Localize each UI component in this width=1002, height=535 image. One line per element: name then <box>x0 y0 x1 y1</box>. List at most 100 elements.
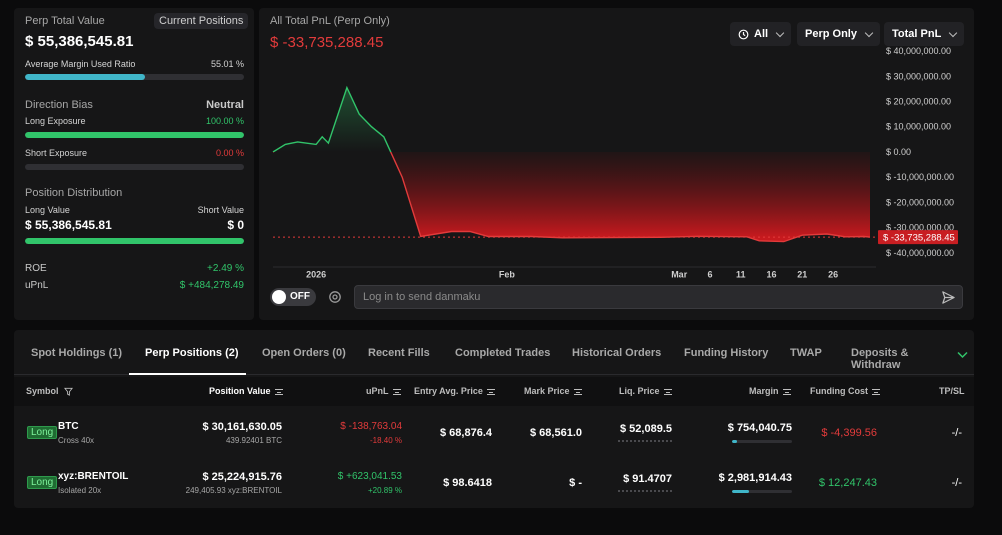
x-tick-label: 21 <box>797 269 807 279</box>
position-distribution-bar <box>25 238 244 244</box>
tab-funding-history[interactable]: Funding History <box>684 347 769 359</box>
y-tick-label: $ 40,000,000.00 <box>886 46 951 56</box>
tab-open-orders[interactable]: Open Orders (0) <box>262 347 346 359</box>
row-tpsl[interactable]: -/- <box>951 477 962 489</box>
pnl-line-profit <box>272 85 392 152</box>
table-row[interactable]: Long BTC Cross 40x $ 30,161,630.05 439.9… <box>14 408 974 458</box>
long-exposure-bar-fill <box>25 132 244 138</box>
metric-filter-dropdown[interactable]: Total PnL <box>884 22 965 46</box>
row-funding-cost: $ -4,399.56 <box>821 427 877 439</box>
x-tick-label: 6 <box>707 269 712 279</box>
toggle-knob <box>272 290 286 304</box>
row-mark-price: $ 68,561.0 <box>530 427 582 439</box>
tab-twap[interactable]: TWAP <box>790 347 822 359</box>
danmaku-toggle[interactable]: OFF <box>270 288 316 306</box>
filter-icon[interactable] <box>64 387 74 396</box>
current-positions-button[interactable]: Current Positions <box>154 13 249 29</box>
tab-historical-orders[interactable]: Historical Orders <box>572 347 662 359</box>
row-entry-price: $ 98.6418 <box>443 477 492 489</box>
y-tick-label: $ 10,000,000.00 <box>886 122 951 132</box>
liq-distance-indicator <box>618 440 672 442</box>
danmaku-toggle-label: OFF <box>290 291 310 302</box>
last-value-label: $ -33,735,288.45 <box>883 233 955 244</box>
margin-bar <box>732 490 792 493</box>
short-exposure-value: 0.00 % <box>215 148 244 158</box>
metric-filter-label: Total PnL <box>892 28 942 40</box>
sort-icon <box>486 388 495 395</box>
settings-icon[interactable] <box>328 290 342 304</box>
margin-bar-fill <box>732 490 749 493</box>
col-position-value-label: Position Value <box>209 386 271 396</box>
y-tick-label: $ -10,000,000.00 <box>886 172 954 182</box>
summary-panel: Perp Total Value Current Positions $ 55,… <box>14 8 254 320</box>
time-filter-dropdown[interactable]: All <box>730 22 792 46</box>
row-leverage: Cross 40x <box>58 436 95 445</box>
sort-icon <box>782 388 791 395</box>
avg-margin-bar-fill <box>25 74 146 80</box>
col-margin[interactable]: Margin <box>749 386 791 396</box>
roe-value: +2.49 % <box>207 263 244 274</box>
row-leverage: Isolated 20x <box>58 486 102 495</box>
short-exposure-label: Short Exposure <box>25 148 88 158</box>
row-position-size: 249,405.93 xyz:BRENTOIL <box>185 486 282 495</box>
x-tick-label: 16 <box>767 269 777 279</box>
row-position-value: $ 30,161,630.05 <box>202 421 282 433</box>
row-margin: $ 2,981,914.43 <box>718 472 792 484</box>
row-funding-cost: $ 12,247.43 <box>818 477 877 489</box>
col-funding-cost[interactable]: Funding Cost <box>810 386 880 396</box>
row-tpsl[interactable]: -/- <box>951 427 962 439</box>
table-row[interactable]: Long xyz:BRENTOIL Isolated 20x $ 25,224,… <box>14 458 974 508</box>
y-tick-label: $ 20,000,000.00 <box>886 97 951 107</box>
row-upnl: $ -138,763.04 <box>340 421 402 432</box>
x-tick-label: 26 <box>828 269 838 279</box>
row-entry-price: $ 68,876.4 <box>440 427 492 439</box>
row-symbol[interactable]: xyz:BRENTOIL <box>58 471 129 482</box>
row-liq-price: $ 52,089.5 <box>620 423 672 435</box>
danmaku-input[interactable]: Log in to send danmaku <box>354 285 963 309</box>
chart-title: All Total PnL (Perp Only) <box>270 15 390 27</box>
pnl-line-loss <box>272 151 871 243</box>
col-mark-price[interactable]: Mark Price <box>524 386 582 396</box>
send-icon[interactable] <box>941 290 956 305</box>
row-mark-price: $ - <box>569 477 582 489</box>
col-symbol[interactable]: Symbol <box>26 386 74 396</box>
side-badge: Long <box>27 476 58 489</box>
x-tick-label: 11 <box>736 269 746 279</box>
table-header <box>14 377 974 406</box>
row-position-size: 439.92401 BTC <box>225 436 282 445</box>
col-liq-price[interactable]: Liq. Price <box>619 386 672 396</box>
tab-deposits-withdrawals[interactable]: Deposits & Withdraw <box>851 347 909 371</box>
long-value: $ 55,386,545.81 <box>25 218 112 232</box>
sort-icon <box>573 388 582 395</box>
row-symbol[interactable]: BTC <box>58 421 79 432</box>
tab-recent-fills[interactable]: Recent Fills <box>368 347 430 359</box>
long-value-label: Long Value <box>25 205 70 215</box>
row-margin: $ 754,040.75 <box>727 422 792 434</box>
tabs-divider <box>14 374 974 375</box>
y-tick-label: $ -20,000,000.00 <box>886 197 954 207</box>
scope-filter-dropdown[interactable]: Perp Only <box>797 22 880 46</box>
col-entry-price[interactable]: Entry Avg. Price <box>414 386 495 396</box>
tab-perp-positions[interactable]: Perp Positions (2) <box>145 347 239 359</box>
col-upnl[interactable]: uPnL <box>366 386 401 396</box>
long-exposure-bar <box>25 132 244 138</box>
row-upnl-pct: +20.89 % <box>367 486 402 495</box>
col-liq-label: Liq. Price <box>619 386 660 396</box>
loss-area <box>273 151 870 242</box>
tab-spot-holdings[interactable]: Spot Holdings (1) <box>31 347 123 359</box>
upnl-label: uPnL <box>25 280 49 291</box>
y-tick-label: $ 0.00 <box>886 147 911 157</box>
pnl-chart[interactable]: $ 40,000,000.00 $ 30,000,000.00 $ 20,000,0… <box>259 8 974 320</box>
position-distribution-bar-fill <box>25 238 244 244</box>
profit-area <box>273 87 391 152</box>
chevron-down-icon[interactable] <box>957 351 968 359</box>
tab-completed-trades[interactable]: Completed Trades <box>455 347 551 359</box>
roe-label: ROE <box>25 263 47 274</box>
y-tick-label: $ -40,000,000.00 <box>886 248 954 258</box>
x-tick-label: 2026 <box>306 269 326 279</box>
col-position-value[interactable]: Position Value <box>209 386 283 396</box>
last-value-badge <box>878 230 958 245</box>
side-badge: Long <box>27 426 58 439</box>
direction-bias-value: Neutral <box>206 99 244 111</box>
row-upnl: $ +623,041.53 <box>337 471 402 482</box>
